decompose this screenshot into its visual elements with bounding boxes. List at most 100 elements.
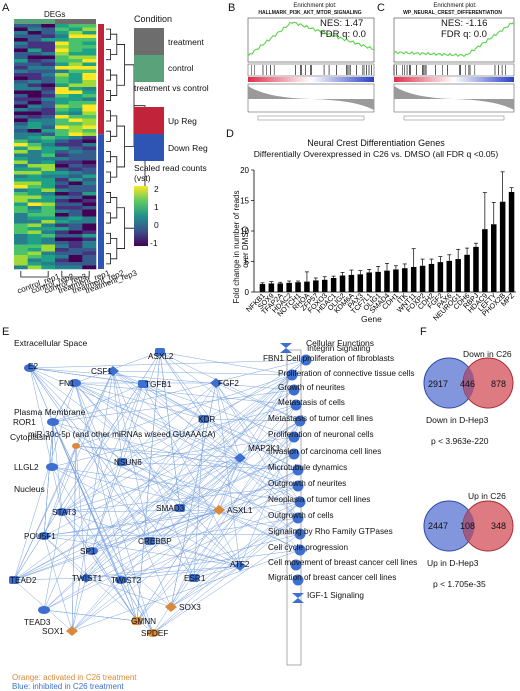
heatmap-cell	[27, 55, 42, 60]
heatmap-cell	[41, 27, 56, 32]
heatmap-cell	[14, 248, 28, 252]
heatmap-cell	[27, 209, 42, 214]
gene-node	[115, 576, 127, 584]
heatmap-cell	[41, 139, 56, 144]
heatmap-cell	[41, 80, 56, 84]
heatmap-cell	[14, 216, 28, 221]
heatmap-cell	[14, 160, 28, 165]
edge	[203, 374, 293, 420]
heatmap-cell	[27, 34, 42, 39]
edge	[112, 370, 293, 376]
heatmap-cell	[27, 237, 42, 242]
bar	[339, 275, 346, 292]
heatmap-cell	[27, 202, 42, 207]
heatmap-cell	[14, 38, 28, 42]
edge	[13, 374, 293, 581]
heatmap-cell	[55, 258, 69, 263]
edge	[112, 370, 151, 542]
edge	[43, 533, 301, 537]
bar	[428, 263, 435, 292]
chart-title: Neural Crest Differentiation Genes	[307, 138, 445, 148]
heatmap-cell	[55, 248, 69, 252]
heatmap-cell	[82, 45, 97, 49]
gene-label: ASXL2	[148, 352, 174, 361]
heatmap-cell	[41, 104, 56, 109]
edge	[43, 445, 77, 537]
heatmap-cell	[68, 87, 83, 91]
heatmap-cell	[55, 118, 69, 123]
heatmap-cell	[82, 73, 97, 77]
dendro-branch	[110, 197, 118, 219]
heatmap-cell	[27, 24, 42, 28]
edge	[85, 565, 241, 579]
edge	[121, 436, 295, 463]
edge	[136, 453, 295, 622]
bar	[295, 282, 301, 292]
edge	[112, 370, 123, 463]
heatmap-cell	[14, 122, 28, 126]
chart-ylabel: Fold change in number of reads over DMSO	[232, 190, 250, 304]
bar-chart: 05101520NFKB1SOX9TFAP2AHDAC2NOTCH1RHOAZF…	[240, 166, 516, 323]
function-label: Outgrowth of cells	[268, 511, 334, 520]
edge	[61, 485, 299, 513]
heatmap-cell	[68, 220, 83, 224]
heatmap-cell	[14, 31, 28, 35]
dendro-branch	[106, 192, 111, 204]
heatmap-cell	[55, 122, 69, 126]
heatmap-cell	[27, 171, 42, 175]
heatmap-cell	[14, 195, 28, 200]
heatmap-cell	[82, 62, 97, 67]
hits-frame	[247, 63, 375, 77]
function-label: Metastasis of cells	[278, 398, 345, 407]
heatmap-cell	[55, 125, 69, 130]
heatmap-cell	[27, 227, 42, 231]
edge	[51, 466, 301, 503]
heatmap-cell	[55, 38, 69, 42]
bar	[384, 270, 390, 292]
heatmap-cell	[82, 129, 97, 133]
heatmap-cell	[68, 244, 83, 249]
y-tick-label: 15	[240, 197, 249, 206]
function-label: IGF-1 Signaling	[307, 591, 364, 600]
gene-node	[38, 606, 50, 614]
gsea-b-nes: NES: 1.47	[320, 18, 364, 29]
edge	[29, 367, 295, 391]
heatmap-cell	[82, 255, 97, 259]
heatmap-cell	[27, 234, 42, 238]
heatmap-cell	[27, 174, 42, 179]
bar	[455, 259, 461, 292]
heatmap-cell	[27, 213, 42, 217]
heatmap-cell	[82, 230, 97, 235]
heatmap-cell	[68, 31, 83, 35]
heatmap-cell	[68, 192, 83, 196]
heatmap-cell	[14, 206, 28, 210]
heatmap-cell	[41, 188, 56, 193]
bar	[419, 265, 426, 292]
heatmap-cell	[27, 97, 42, 102]
dendro-branch	[106, 130, 111, 142]
scale-tick-1: 1	[154, 202, 159, 212]
heatmap-cell	[68, 125, 83, 130]
edge	[71, 457, 241, 632]
y-tick-label: 0	[245, 288, 250, 297]
heatmap-cell	[82, 118, 97, 123]
heatmap-cell	[27, 66, 42, 70]
bar	[348, 274, 355, 292]
gsea-c-fdr: FDR q: 0.0	[441, 29, 487, 40]
heatmap-cell	[41, 83, 56, 88]
dendro-branch	[110, 156, 118, 178]
heatmap-cell	[41, 48, 56, 53]
heatmap-cell	[27, 153, 42, 158]
heatmap-cell	[55, 227, 69, 231]
heatmap-cell	[68, 132, 83, 137]
edge	[121, 461, 299, 471]
heatmap-cell	[55, 62, 69, 67]
edge	[121, 461, 241, 567]
edge	[203, 418, 295, 455]
gene-label: POU5F1	[24, 532, 56, 541]
bar	[393, 269, 399, 292]
bar	[437, 262, 444, 292]
gene-label: FGF2	[218, 379, 239, 388]
heatmap-cell	[41, 262, 56, 266]
heatmap-cell	[55, 153, 69, 158]
